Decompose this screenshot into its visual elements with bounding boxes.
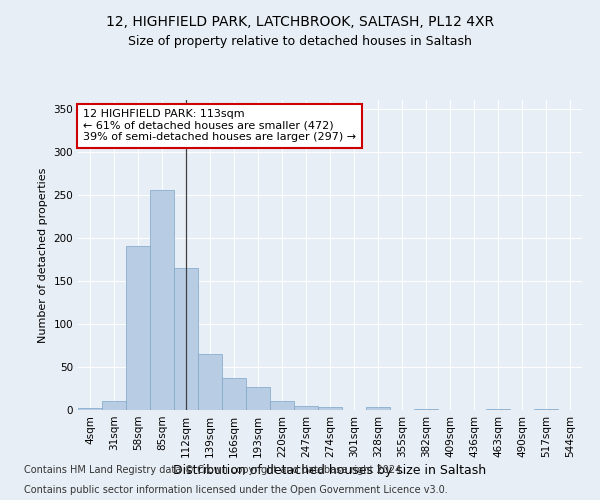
Bar	[198, 354, 222, 410]
Y-axis label: Number of detached properties: Number of detached properties	[38, 168, 48, 342]
Bar	[246, 387, 270, 410]
Bar	[78, 408, 102, 410]
X-axis label: Distribution of detached houses by size in Saltash: Distribution of detached houses by size …	[173, 464, 487, 477]
Bar	[174, 268, 198, 410]
Bar	[150, 190, 174, 410]
Text: 12, HIGHFIELD PARK, LATCHBROOK, SALTASH, PL12 4XR: 12, HIGHFIELD PARK, LATCHBROOK, SALTASH,…	[106, 15, 494, 29]
Bar	[294, 406, 318, 410]
Bar	[414, 409, 438, 410]
Text: 12 HIGHFIELD PARK: 113sqm
← 61% of detached houses are smaller (472)
39% of semi: 12 HIGHFIELD PARK: 113sqm ← 61% of detac…	[83, 110, 356, 142]
Text: Contains public sector information licensed under the Open Government Licence v3: Contains public sector information licen…	[24, 485, 448, 495]
Text: Size of property relative to detached houses in Saltash: Size of property relative to detached ho…	[128, 35, 472, 48]
Bar	[102, 402, 126, 410]
Bar	[270, 402, 294, 410]
Bar	[366, 408, 390, 410]
Bar	[486, 409, 510, 410]
Bar	[222, 378, 246, 410]
Bar	[318, 408, 342, 410]
Bar	[126, 246, 150, 410]
Bar	[534, 409, 558, 410]
Text: Contains HM Land Registry data © Crown copyright and database right 2024.: Contains HM Land Registry data © Crown c…	[24, 465, 404, 475]
